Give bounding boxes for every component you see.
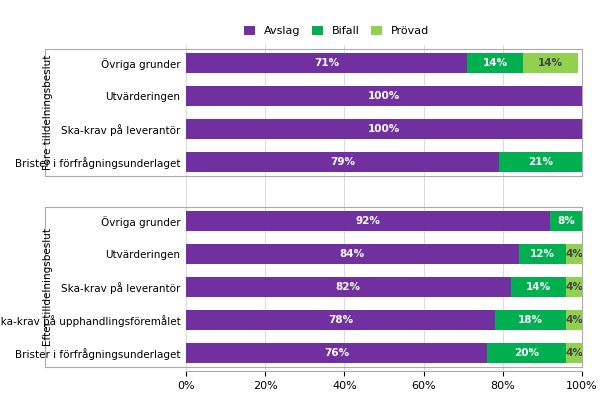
Bar [186, 211, 550, 231]
Bar [566, 343, 582, 363]
Bar [518, 244, 566, 264]
Text: 79%: 79% [330, 157, 355, 167]
Bar [186, 343, 487, 363]
Text: 76%: 76% [324, 348, 349, 358]
Bar [523, 53, 578, 73]
Legend: Avslag, Bifall, Prövad: Avslag, Bifall, Prövad [244, 26, 429, 36]
Text: 4%: 4% [565, 348, 583, 358]
Bar [550, 211, 582, 231]
Text: 100%: 100% [368, 124, 400, 134]
Bar [499, 152, 582, 172]
Bar [487, 343, 566, 363]
Text: 21%: 21% [528, 157, 553, 167]
Text: Före tilldelningsbeslut: Före tilldelningsbeslut [43, 55, 53, 170]
Text: 14%: 14% [482, 58, 508, 68]
Bar [186, 310, 495, 330]
Text: 20%: 20% [514, 348, 539, 358]
Text: 8%: 8% [557, 216, 575, 226]
Bar [186, 119, 582, 139]
Bar [495, 310, 566, 330]
Bar [186, 244, 518, 264]
Text: 78%: 78% [328, 315, 353, 325]
Text: 4%: 4% [565, 249, 583, 259]
Text: 82%: 82% [336, 282, 361, 292]
Text: 18%: 18% [518, 315, 543, 325]
Bar [186, 53, 467, 73]
Text: 84%: 84% [340, 249, 365, 259]
Bar [511, 277, 566, 297]
Bar [566, 310, 582, 330]
Text: 71%: 71% [314, 58, 339, 68]
Bar [186, 277, 511, 297]
Text: 14%: 14% [538, 58, 563, 68]
Bar [566, 277, 582, 297]
Bar [186, 152, 499, 172]
Text: 4%: 4% [565, 315, 583, 325]
Text: 14%: 14% [526, 282, 551, 292]
Text: 4%: 4% [565, 282, 583, 292]
Bar [467, 53, 523, 73]
Bar [566, 244, 582, 264]
Text: 100%: 100% [368, 91, 400, 101]
Text: 92%: 92% [356, 216, 380, 226]
Text: 12%: 12% [530, 249, 555, 259]
Text: Efter tilldelningsbeslut: Efter tilldelningsbeslut [43, 228, 53, 346]
Bar [186, 86, 582, 106]
